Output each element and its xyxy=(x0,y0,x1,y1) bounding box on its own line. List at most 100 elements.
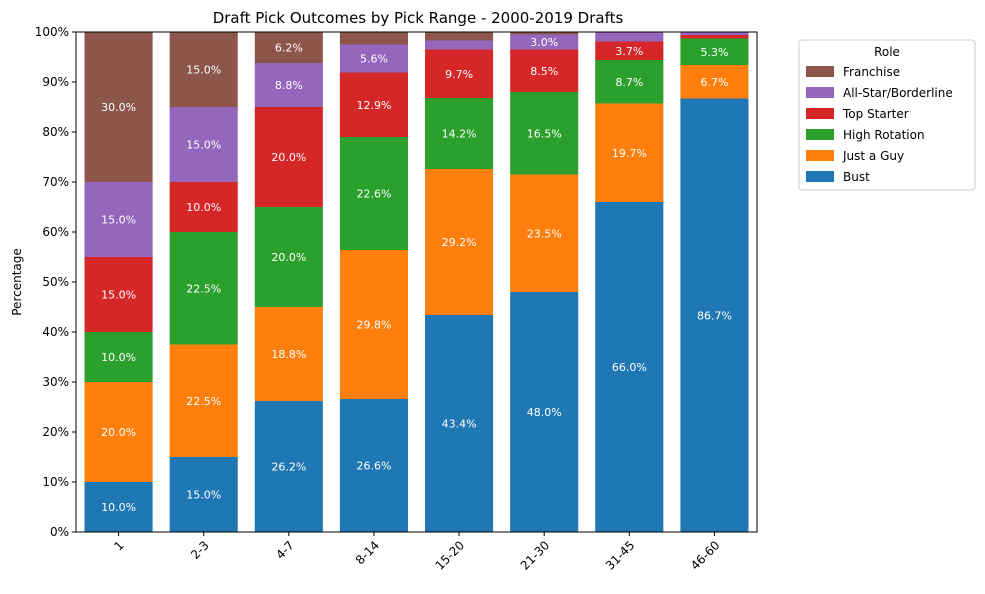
data-label: 22.6% xyxy=(356,188,391,201)
data-label: 29.2% xyxy=(442,236,477,249)
bar-high-rotation-46-60 xyxy=(680,38,749,65)
bar-high-rotation-1 xyxy=(84,332,153,382)
bar-franchise-4-7 xyxy=(254,32,323,63)
bar-just-a-guy-15-20 xyxy=(425,169,494,315)
y-tick-label: 80% xyxy=(42,125,69,139)
bar-top-starter-21-30 xyxy=(510,49,579,92)
legend-swatch-top-starter xyxy=(806,108,834,119)
bar-just-a-guy-4-7 xyxy=(254,307,323,401)
bar-top-starter-8-14 xyxy=(339,72,408,137)
y-tick-label: 100% xyxy=(35,25,69,39)
y-tick-label: 30% xyxy=(42,375,69,389)
bar-all-star-borderline-15-20 xyxy=(425,40,494,50)
bar-top-starter-15-20 xyxy=(425,49,494,98)
data-label: 10.0% xyxy=(186,201,221,214)
bar-all-star-borderline-46-60 xyxy=(680,32,749,35)
x-tick-label: 46-60 xyxy=(688,538,723,573)
bar-high-rotation-4-7 xyxy=(254,207,323,307)
data-label: 16.5% xyxy=(527,127,562,140)
legend-label-top-starter: Top Starter xyxy=(842,107,909,121)
data-label: 3.0% xyxy=(530,36,558,49)
data-label: 8.8% xyxy=(275,79,303,92)
bar-bust-31-45 xyxy=(595,202,664,532)
legend-swatch-high-rotation xyxy=(806,129,834,140)
bar-top-starter-2-3 xyxy=(169,182,238,232)
bar-top-starter-1 xyxy=(84,257,153,332)
bar-top-starter-46-60 xyxy=(680,35,749,39)
legend-label-high-rotation: High Rotation xyxy=(843,128,925,142)
bar-all-star-borderline-1 xyxy=(84,182,153,257)
data-label: 26.6% xyxy=(356,460,391,473)
bar-franchise-21-30 xyxy=(510,32,579,35)
data-label: 48.0% xyxy=(527,406,562,419)
bar-high-rotation-21-30 xyxy=(510,92,579,175)
legend-swatch-bust xyxy=(806,171,834,182)
y-tick-label: 10% xyxy=(42,475,69,489)
data-label: 15.0% xyxy=(101,289,136,302)
bar-high-rotation-15-20 xyxy=(425,98,494,169)
data-label: 86.7% xyxy=(697,309,732,322)
data-label: 29.8% xyxy=(356,319,391,332)
data-label: 5.6% xyxy=(360,53,388,66)
data-label: 20.0% xyxy=(101,426,136,439)
data-label: 8.7% xyxy=(615,76,643,89)
bar-high-rotation-8-14 xyxy=(339,137,408,250)
x-tick-label: 31-45 xyxy=(603,538,638,573)
bar-all-star-borderline-4-7 xyxy=(254,63,323,107)
data-label: 15.0% xyxy=(186,64,221,77)
y-tick-label: 60% xyxy=(42,225,69,239)
data-label: 15.0% xyxy=(186,489,221,502)
bar-bust-15-20 xyxy=(425,315,494,532)
bar-high-rotation-31-45 xyxy=(595,60,664,104)
y-tick-label: 90% xyxy=(42,75,69,89)
data-label: 9.7% xyxy=(445,68,473,81)
x-tick-label: 2-3 xyxy=(188,538,212,562)
data-label: 20.0% xyxy=(271,151,306,164)
legend-label-just-a-guy: Just a Guy xyxy=(842,149,904,163)
legend-title: Role xyxy=(874,45,900,59)
bar-all-star-borderline-21-30 xyxy=(510,34,579,50)
legend-swatch-franchise xyxy=(806,66,834,77)
y-tick-label: 20% xyxy=(42,425,69,439)
bar-bust-4-7 xyxy=(254,401,323,532)
bar-top-starter-4-7 xyxy=(254,107,323,207)
data-label: 20.0% xyxy=(271,251,306,264)
data-label: 19.7% xyxy=(612,147,647,160)
y-tick-label: 50% xyxy=(42,275,69,289)
bar-all-star-borderline-8-14 xyxy=(339,44,408,73)
y-tick-label: 0% xyxy=(50,525,69,539)
legend-frame xyxy=(798,39,976,191)
data-label: 26.2% xyxy=(271,461,306,474)
bar-bust-1 xyxy=(84,482,153,532)
x-tick-label: 1 xyxy=(111,538,126,553)
data-label: 14.2% xyxy=(442,128,477,141)
bar-bust-8-14 xyxy=(339,399,408,532)
bar-top-starter-31-45 xyxy=(595,41,664,60)
data-label: 22.5% xyxy=(186,282,221,295)
data-label: 5.3% xyxy=(700,46,728,59)
data-label: 8.5% xyxy=(530,65,558,78)
legend-label-all-star-borderline: All-Star/Borderline xyxy=(843,86,953,100)
legend-swatch-all-star-borderline xyxy=(806,87,834,98)
chart-title: Draft Pick Outcomes by Pick Range - 2000… xyxy=(213,9,624,27)
data-label: 30.0% xyxy=(101,101,136,114)
y-axis-label: Percentage xyxy=(10,248,24,316)
data-label: 6.7% xyxy=(700,76,728,89)
bar-just-a-guy-31-45 xyxy=(595,103,664,202)
bar-just-a-guy-46-60 xyxy=(680,65,749,99)
bar-just-a-guy-1 xyxy=(84,382,153,482)
bar-just-a-guy-8-14 xyxy=(339,250,408,399)
bar-bust-21-30 xyxy=(510,292,579,532)
x-tick-label: 4-7 xyxy=(273,538,297,562)
data-label: 6.2% xyxy=(275,42,303,55)
data-label: 66.0% xyxy=(612,361,647,374)
data-label: 18.8% xyxy=(271,348,306,361)
data-label: 3.7% xyxy=(615,45,643,58)
legend-label-bust: Bust xyxy=(843,170,870,184)
y-tick-label: 40% xyxy=(42,325,69,339)
bar-high-rotation-2-3 xyxy=(169,232,238,345)
data-label: 22.5% xyxy=(186,395,221,408)
bar-franchise-15-20 xyxy=(425,31,494,41)
